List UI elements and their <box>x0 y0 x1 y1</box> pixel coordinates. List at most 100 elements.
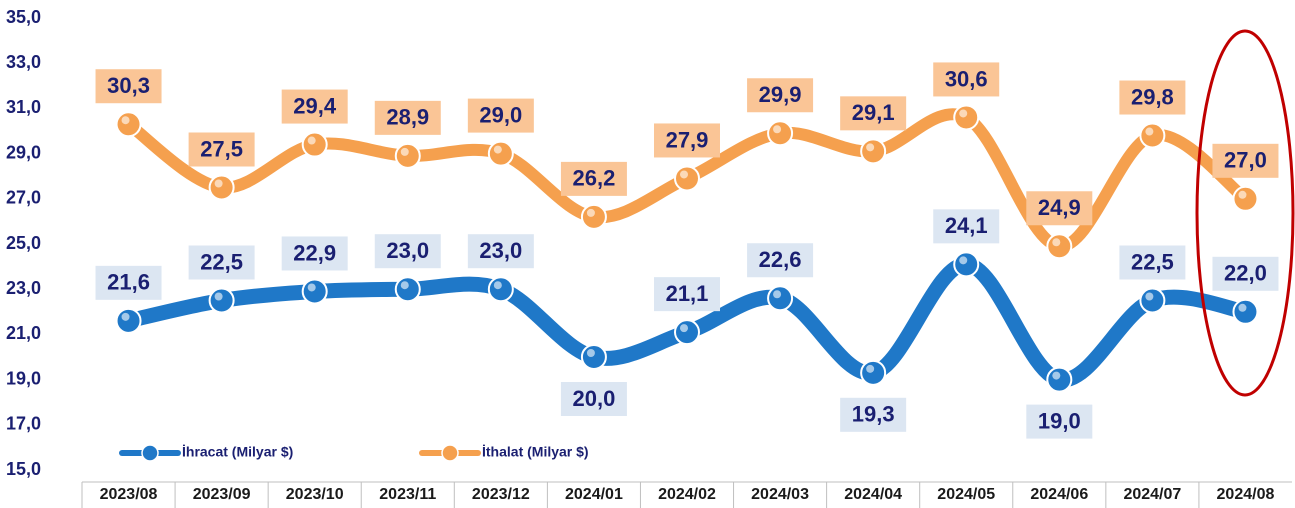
y-tick-label: 17,0 <box>6 414 41 434</box>
x-tick-label: 2024/05 <box>937 486 995 503</box>
point-marker <box>860 138 887 165</box>
point-marker <box>394 142 421 169</box>
marker-highlight <box>959 256 968 265</box>
point-marker <box>208 287 235 314</box>
value-label: 19,3 <box>852 402 895 427</box>
value-label-bg <box>1119 245 1186 280</box>
x-tick-label: 2023/10 <box>286 486 344 503</box>
x-tick-label: 2024/08 <box>1217 486 1275 503</box>
point-marker <box>301 131 328 158</box>
point-marker <box>301 278 328 305</box>
point-marker <box>1232 185 1259 212</box>
value-label: 22,6 <box>759 247 802 272</box>
point-marker <box>208 174 235 201</box>
value-label: 22,5 <box>200 249 243 274</box>
marker-highlight <box>773 125 782 134</box>
marker-highlight <box>959 109 968 118</box>
marker-highlight <box>214 179 223 188</box>
value-label-bg <box>840 96 907 131</box>
marker-highlight <box>214 292 223 301</box>
value-label-bg <box>281 89 348 124</box>
point-marker <box>487 276 514 303</box>
value-label-bg <box>467 98 534 133</box>
legend-marker <box>441 444 459 462</box>
value-label-bg <box>467 234 534 269</box>
point-marker <box>115 111 142 138</box>
value-label-bg <box>188 132 255 167</box>
point-marker <box>580 344 607 370</box>
point-marker <box>674 319 700 346</box>
marker-highlight <box>493 145 502 154</box>
point-marker <box>115 307 142 334</box>
value-label: 29,1 <box>852 100 895 125</box>
value-label-bg <box>560 382 627 416</box>
point-marker <box>1139 287 1166 314</box>
point-marker <box>767 285 794 312</box>
marker-highlight <box>1052 371 1061 380</box>
value-label-bg <box>1026 404 1093 439</box>
y-tick-label: 29,0 <box>6 142 41 162</box>
value-label: 20,0 <box>573 386 616 411</box>
y-tick-label: 33,0 <box>6 52 41 72</box>
value-label: 23,0 <box>479 238 522 263</box>
value-label: 29,8 <box>1131 84 1174 109</box>
marker-highlight <box>866 364 875 373</box>
x-tick-label: 2023/09 <box>193 486 251 503</box>
marker-highlight <box>1145 292 1154 301</box>
point-marker <box>580 203 607 230</box>
value-label-bg <box>281 236 348 271</box>
y-tick-label: 31,0 <box>6 97 41 117</box>
point-marker <box>953 104 980 131</box>
value-label: 22,9 <box>293 240 336 265</box>
x-tick-label: 2024/07 <box>1123 486 1181 503</box>
marker-highlight <box>586 349 595 357</box>
x-tick-label: 2024/06 <box>1030 486 1088 503</box>
value-label-bg <box>374 100 441 135</box>
point-marker <box>1139 122 1166 149</box>
marker-highlight <box>1238 190 1247 199</box>
marker-highlight <box>680 170 688 179</box>
value-label: 21,6 <box>107 270 150 295</box>
value-label-bg <box>1212 143 1279 178</box>
value-label: 24,9 <box>1038 195 1081 220</box>
value-label: 28,9 <box>386 105 429 130</box>
value-label: 22,5 <box>1131 249 1174 274</box>
value-label-bg <box>188 245 255 280</box>
marker-highlight <box>1238 303 1247 312</box>
value-label: 19,0 <box>1038 408 1081 433</box>
x-tick-label: 2023/12 <box>472 486 530 503</box>
marker-highlight <box>586 208 595 217</box>
point-marker <box>394 276 421 303</box>
x-tick-label: 2023/08 <box>100 486 158 503</box>
marker-highlight <box>773 290 782 299</box>
value-label: 21,1 <box>666 281 709 306</box>
x-tick-label: 2024/01 <box>565 486 623 503</box>
value-label-bg <box>933 62 1000 97</box>
marker-highlight <box>1052 238 1061 247</box>
value-label-bg <box>1212 256 1279 291</box>
value-label: 24,1 <box>945 213 988 238</box>
x-tick-label: 2023/11 <box>379 486 436 503</box>
value-label-bg <box>95 265 162 300</box>
point-marker <box>767 120 794 147</box>
y-tick-label: 27,0 <box>6 188 41 208</box>
value-label-bg <box>747 243 814 278</box>
value-label-bg <box>933 209 1000 244</box>
marker-highlight <box>121 116 130 125</box>
legend-marker <box>141 444 159 462</box>
value-label: 30,6 <box>945 66 988 91</box>
x-tick-label: 2024/03 <box>751 486 809 503</box>
point-marker <box>953 251 980 278</box>
value-label-bg <box>374 234 441 269</box>
value-label: 29,9 <box>759 82 802 107</box>
value-label: 22,0 <box>1224 261 1267 286</box>
marker-highlight <box>400 281 409 290</box>
y-tick-label: 23,0 <box>6 278 41 298</box>
marker-highlight <box>307 136 316 145</box>
value-label-bg <box>560 161 627 196</box>
point-marker <box>1046 233 1073 260</box>
value-label-bg <box>747 78 814 113</box>
marker-highlight <box>307 283 316 292</box>
y-tick-label: 35,0 <box>6 7 41 27</box>
